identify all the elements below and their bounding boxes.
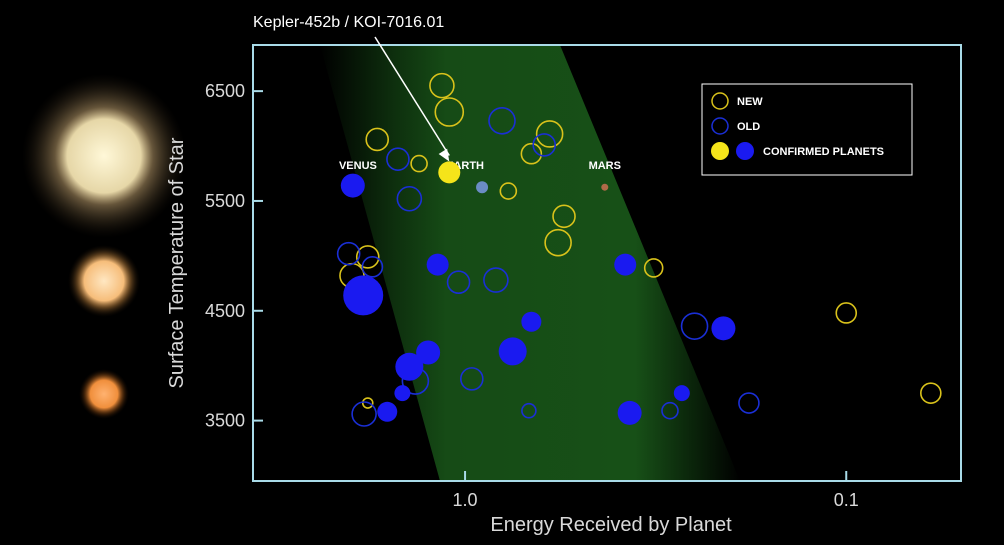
callout-label: Kepler-452b / KOI-7016.01 bbox=[253, 14, 444, 31]
old-candidate-point bbox=[361, 256, 384, 278]
old-candidate-point bbox=[396, 185, 423, 212]
old-candidate-point bbox=[738, 392, 760, 414]
x-tick-label: 1.0 bbox=[453, 490, 478, 510]
confirmed-planet-point bbox=[438, 161, 461, 184]
confirmed-planet-point bbox=[395, 352, 424, 381]
confirmed-planet-point bbox=[343, 275, 384, 316]
new-candidate-point bbox=[355, 245, 380, 269]
new-candidate-point bbox=[552, 204, 576, 229]
old-candidate-point bbox=[680, 312, 709, 340]
new-candidate-point bbox=[643, 258, 664, 278]
y-tick-label: 3500 bbox=[205, 411, 245, 431]
old-candidate-point bbox=[446, 270, 471, 295]
confirmed-planet-point bbox=[614, 253, 637, 276]
old-candidate-point bbox=[460, 367, 484, 391]
old-candidate-point bbox=[336, 241, 361, 266]
callout-arrow-line bbox=[374, 36, 450, 156]
old-candidate-point bbox=[521, 402, 537, 419]
confirmed-planet-point bbox=[711, 316, 736, 341]
confirmed-planet-point bbox=[426, 253, 449, 276]
plot-frame bbox=[252, 44, 962, 482]
legend: NEW OLD CONFIRMED PLANETS bbox=[701, 83, 913, 176]
y-axis-title: Surface Temperature of Star bbox=[166, 137, 188, 388]
solar-planet-earth-icon bbox=[476, 181, 489, 194]
new-candidate-point bbox=[835, 302, 858, 324]
old-candidate-point bbox=[532, 133, 556, 157]
old-candidate-point bbox=[483, 267, 509, 293]
confirmed-planet-point bbox=[416, 340, 441, 365]
old-candidate-point bbox=[351, 401, 377, 427]
new-candidate-point bbox=[361, 397, 374, 409]
y-tick-label: 4500 bbox=[205, 301, 245, 321]
sun-like-star-icon bbox=[68, 245, 140, 317]
star-size-illustration bbox=[22, 74, 186, 419]
new-candidate-point bbox=[535, 120, 564, 148]
legend-old-swatch bbox=[711, 117, 729, 135]
y-tick-label: 6500 bbox=[205, 81, 245, 101]
legend-box bbox=[701, 83, 913, 176]
old-candidate-point bbox=[386, 147, 410, 172]
new-candidate-point bbox=[365, 127, 390, 152]
legend-confirmed-label: CONFIRMED PLANETS bbox=[763, 146, 884, 158]
callout: Kepler-452b / KOI-7016.01 bbox=[253, 14, 450, 162]
confirmed-planet-point bbox=[377, 401, 398, 422]
new-candidate-point bbox=[499, 182, 518, 200]
new-candidate-point bbox=[920, 382, 942, 404]
confirmed-planet-point bbox=[673, 385, 690, 402]
cool-star-icon bbox=[79, 369, 129, 419]
x-axis-title: Energy Received by Planet bbox=[490, 514, 732, 536]
new-candidate-point bbox=[410, 154, 428, 173]
new-candidate-point bbox=[544, 228, 572, 257]
callout-arrow-head bbox=[438, 148, 450, 162]
legend-new-swatch bbox=[711, 92, 729, 110]
new-candidate-point bbox=[429, 72, 455, 99]
hot-star-icon bbox=[22, 74, 186, 238]
legend-confirmed-old-swatch bbox=[736, 142, 754, 160]
confirmed-planet-point bbox=[617, 400, 642, 425]
x-tick-label: 0.1 bbox=[834, 490, 859, 510]
legend-new-label: NEW bbox=[737, 96, 763, 108]
confirmed-planet-point bbox=[498, 337, 527, 366]
solar-planet-label: MARS bbox=[589, 160, 621, 172]
new-candidate-point bbox=[520, 142, 543, 165]
legend-old-label: OLD bbox=[737, 121, 760, 133]
legend-confirmed-new-swatch bbox=[711, 142, 729, 160]
new-candidate-point bbox=[434, 97, 465, 127]
confirmed-planet-point bbox=[521, 311, 542, 332]
confirmed-planet-point bbox=[340, 173, 365, 198]
solar-planet-label: VENUS bbox=[339, 160, 377, 172]
confirmed-planet-point bbox=[394, 385, 411, 402]
solar-planet-mars-icon bbox=[601, 183, 609, 191]
old-candidate-point bbox=[488, 106, 516, 135]
old-candidate-point bbox=[661, 401, 679, 420]
y-tick-label: 5500 bbox=[205, 191, 245, 211]
